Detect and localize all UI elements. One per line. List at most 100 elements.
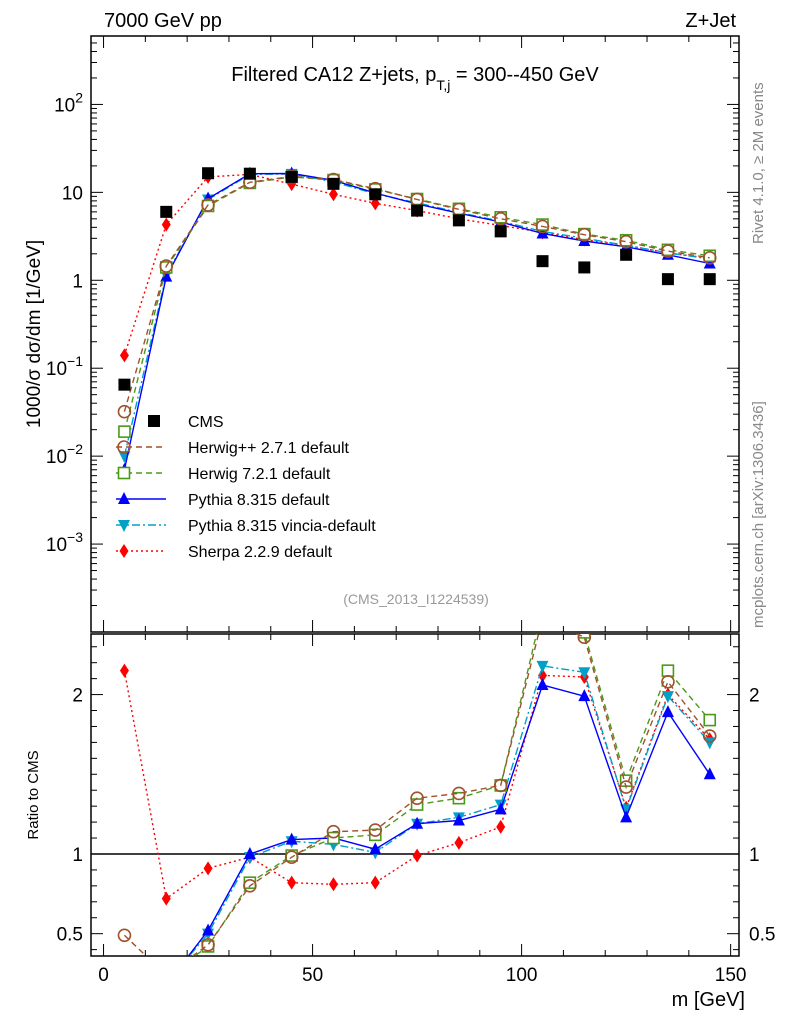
- x-tick-label: 150: [715, 965, 747, 986]
- ratio-point-herwig-2-7-1-default: [160, 969, 172, 981]
- legend-marker: [119, 544, 129, 558]
- plot-title-tail: = 300--450 GeV: [450, 64, 599, 86]
- ratio-point-sherpa-2-2-9-default: [370, 875, 380, 890]
- ratio-y-axis-label: Ratio to CMS: [25, 750, 42, 839]
- legend-label: CMS: [188, 414, 224, 431]
- main-point-herwig-2-7-1-default: [493, 212, 508, 226]
- ratio-point-herwig-2-7-1-default: [452, 786, 466, 801]
- x-tick-label: 0: [98, 965, 109, 986]
- ratio-y-tick-label-right: 1: [749, 845, 760, 866]
- rivet-version-label: Rivet 4.1.0, ≥ 2M events: [750, 82, 767, 244]
- main-point-cms: [452, 214, 465, 227]
- ratio-point-pythia-8-315-default: [620, 810, 633, 823]
- y-tick-label: 1: [72, 271, 83, 292]
- main-point-pythia-8-315-default: [160, 269, 173, 282]
- plot-title-main: Filtered CA12 Z+jets, p: [231, 64, 436, 86]
- main-point-herwig-7-2-1-default: [118, 425, 131, 438]
- main-point-cms: [285, 170, 298, 183]
- ratio-point-sherpa-2-2-9-default: [161, 891, 171, 906]
- y-tick-label: 10: [62, 183, 83, 204]
- ratio-point-pythia-8-315-default: [536, 678, 549, 691]
- top-right-label: Z+Jet: [685, 10, 736, 32]
- legend-entry-sherpa-2-2-9-default: Sherpa 2.2.9 default: [116, 544, 333, 561]
- ratio-point-herwig-2-7-1-default: [117, 928, 132, 943]
- main-point-herwig-2-7-1-default: [661, 244, 675, 258]
- main-point-cms: [118, 378, 131, 391]
- ratio-line-herwig-2-7-1-default: [123, 634, 711, 956]
- ratio-point-herwig-2-7-1-default: [619, 780, 633, 794]
- ratio-point-herwig-2-7-1-default: [702, 729, 717, 743]
- main-point-herwig-2-7-1-default: [535, 219, 550, 234]
- ratio-point-pythia-8-315-default: [578, 689, 591, 702]
- ratio-point-pythia-8-315-default: [661, 705, 674, 718]
- main-point-cms: [703, 273, 716, 286]
- ratio-point-sherpa-2-2-9-default: [412, 848, 422, 863]
- ratio-point-pythia-8-315-default: [243, 846, 256, 859]
- ratio-point-pythia-8-315-vincia-default: [160, 978, 172, 990]
- main-point-herwig-2-7-1-default: [577, 227, 592, 242]
- legend-entry-cms: CMS: [148, 414, 224, 431]
- main-point-cms: [578, 261, 591, 274]
- ratio-point-pythia-8-315-vincia-default: [118, 984, 130, 996]
- main-point-herwig-2-7-1-default: [702, 251, 717, 265]
- x-tick-label: 100: [506, 965, 538, 986]
- main-point-cms: [202, 167, 215, 180]
- legend-label: Sherpa 2.2.9 default: [188, 544, 333, 561]
- ratio-point-pythia-8-315-default: [703, 767, 716, 780]
- x-tick-label: 50: [302, 965, 323, 986]
- main-point-cms: [494, 225, 507, 238]
- main-plot-frame: [90, 35, 740, 633]
- ratio-point-pythia-8-315-vincia-default: [661, 691, 674, 704]
- ratio-point-pythia-8-315-vincia-default: [578, 667, 591, 680]
- ratio-point-sherpa-2-2-9-default: [287, 875, 297, 890]
- ratio-point-pythia-8-315-default: [411, 816, 424, 829]
- ratio-y-tick-label-right: 2: [749, 686, 760, 707]
- legend-entry-herwig-2-7-1-default: Herwig++ 2.7.1 default: [116, 440, 350, 457]
- ratio-point-herwig-2-7-1-default: [537, 612, 549, 624]
- ratio-point-pythia-8-315-default: [285, 832, 298, 845]
- main-point-cms: [327, 177, 340, 190]
- main-line-herwig-2-7-1-default: [123, 175, 710, 412]
- main-point-pythia-8-315-default: [703, 256, 716, 269]
- main-y-axis-label: 1000/σ dσ/dm [1/GeV]: [24, 240, 45, 428]
- legend-marker: [118, 520, 130, 532]
- main-point-cms: [160, 205, 173, 218]
- ratio-point-herwig-2-7-1-default: [493, 778, 508, 793]
- main-point-sherpa-2-2-9-default: [119, 348, 129, 363]
- y-tick-label: 10−3: [46, 529, 83, 556]
- legend-marker: [117, 466, 131, 480]
- legend-label: Herwig++ 2.7.1 default: [188, 440, 350, 457]
- main-point-herwig-2-7-1-default: [117, 404, 132, 419]
- main-point-cms: [620, 248, 633, 261]
- main-point-herwig-2-7-1-default: [619, 234, 633, 249]
- ratio-point-herwig-7-2-1-default: [703, 713, 717, 727]
- legend: CMS Herwig++ 2.7.1 default Herwig 7.2.1 de…: [116, 414, 376, 561]
- legend-entry-herwig-7-2-1-default: Herwig 7.2.1 default: [116, 466, 331, 483]
- main-point-cms: [411, 204, 424, 217]
- ratio-y-tick-label: 1: [72, 845, 83, 866]
- ratio-point-pythia-8-315-default: [118, 989, 130, 1001]
- ratio-point-herwig-7-2-1-default: [119, 962, 130, 973]
- ratio-point-pythia-8-315-default: [369, 842, 382, 855]
- main-point-herwig-2-7-1-default: [159, 259, 174, 273]
- legend-label: Pythia 8.315 vincia-default: [188, 518, 376, 535]
- y-tick-label: 10−1: [46, 353, 83, 380]
- legend-marker: [117, 440, 131, 454]
- ratio-point-herwig-2-7-1-default: [201, 938, 215, 952]
- main-point-sherpa-2-2-9-default: [161, 217, 171, 232]
- ratio-point-herwig-2-7-1-default: [577, 634, 592, 644]
- ratio-point-herwig-7-2-1-default: [537, 603, 548, 614]
- legend-marker: [148, 415, 160, 427]
- ratio-point-sherpa-2-2-9-default: [203, 861, 213, 876]
- ratio-y-tick-label-right: 0.5: [749, 925, 775, 946]
- ratio-point-sherpa-2-2-9-default: [328, 877, 338, 892]
- main-point-cms: [243, 167, 256, 180]
- main-point-cms: [369, 188, 382, 201]
- mcplots-label: mcplots.cern.ch [arXiv:1306.3436]: [750, 401, 767, 628]
- y-tick-label: 102: [54, 89, 83, 116]
- ratio-point-herwig-7-2-1-default: [661, 664, 675, 677]
- ratio-point-herwig-2-7-1-default: [284, 850, 299, 864]
- main-point-cms: [661, 273, 674, 286]
- ratio-y-tick-label: 2: [72, 686, 83, 707]
